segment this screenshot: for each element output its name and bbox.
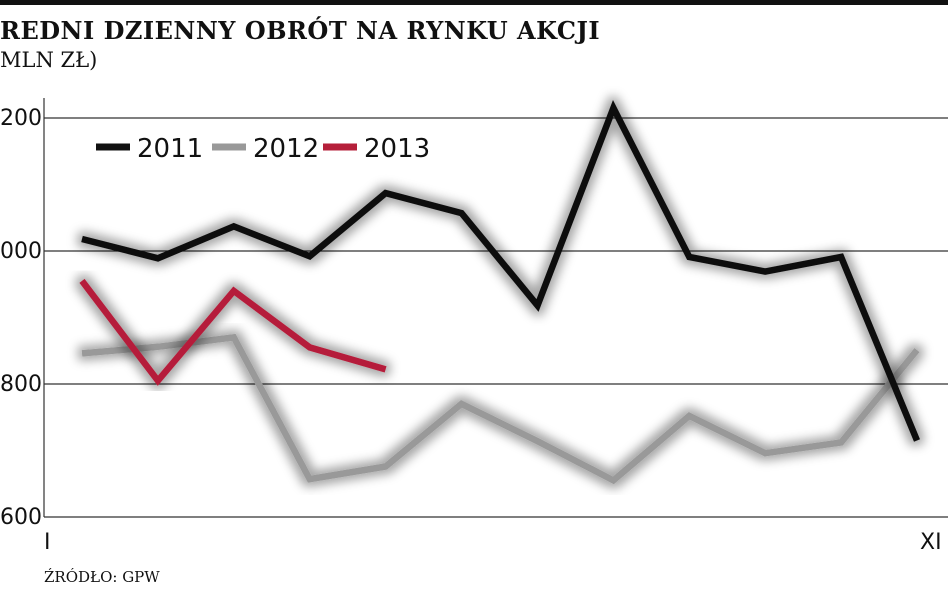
series-line-2012 [81, 333, 920, 485]
legend-label-2012: 2012 [253, 134, 319, 164]
chart-unit-label: MLN ZŁ) [0, 48, 98, 72]
y-tick-label-800: 800 [0, 372, 42, 397]
legend-label-2013: 2013 [364, 134, 430, 164]
legend-label-2011: 2011 [137, 134, 203, 164]
series-line-2013 [79, 278, 387, 386]
top-rule [0, 0, 948, 5]
y-tick-label-1000: 000 [0, 239, 42, 264]
x-tick-label-XI: XI [920, 530, 942, 555]
series-line-2011 [81, 100, 921, 442]
source-note: ŹRÓDŁO: GPW [44, 568, 160, 586]
y-tick-label-1200: 200 [0, 106, 42, 131]
x-tick-label-I: I [44, 530, 51, 555]
chart-title: REDNI DZIENNY OBRÓT NA RYNKU AKCJI [0, 16, 601, 45]
y-tick-label-600: 600 [0, 505, 42, 530]
